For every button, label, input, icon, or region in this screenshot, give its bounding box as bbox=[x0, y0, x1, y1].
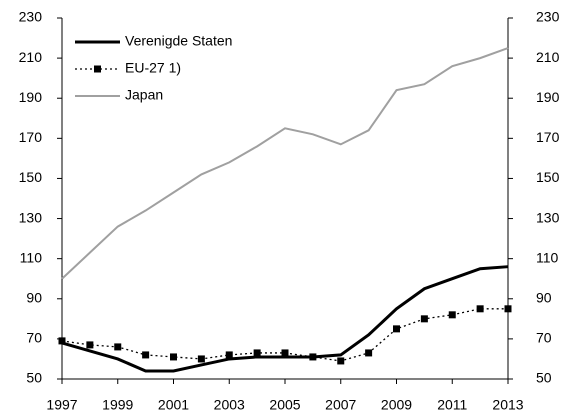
series-marker bbox=[114, 343, 122, 351]
series-marker bbox=[365, 349, 373, 357]
series-marker bbox=[225, 351, 233, 359]
legend-marker bbox=[94, 65, 101, 73]
x-tick-label: 2007 bbox=[325, 397, 356, 413]
y-tick-label: 230 bbox=[19, 9, 43, 25]
legend-label: EU-27 1) bbox=[125, 60, 181, 76]
y2-tick-label: 110 bbox=[536, 249, 559, 265]
x-tick-label: 2009 bbox=[381, 397, 412, 413]
y-tick-label: 110 bbox=[20, 249, 43, 265]
series-marker bbox=[504, 305, 512, 313]
series-marker bbox=[448, 311, 456, 319]
series-marker bbox=[170, 353, 177, 361]
y-tick-label: 150 bbox=[19, 169, 43, 185]
y-tick-label: 90 bbox=[26, 289, 42, 305]
y2-tick-label: 50 bbox=[536, 370, 552, 386]
y-tick-label: 170 bbox=[19, 129, 43, 145]
y2-tick-label: 70 bbox=[536, 330, 552, 346]
y2-tick-label: 190 bbox=[536, 89, 560, 105]
series-marker bbox=[309, 353, 317, 361]
series-line bbox=[61, 47, 509, 280]
y-tick-label: 50 bbox=[26, 370, 42, 386]
series-marker bbox=[393, 325, 400, 333]
y-tick-label: 210 bbox=[19, 49, 43, 65]
series-marker bbox=[86, 341, 94, 349]
x-tick-label: 2013 bbox=[492, 397, 523, 413]
series-marker bbox=[197, 355, 205, 363]
x-tick-label: 1999 bbox=[102, 397, 133, 413]
series-marker bbox=[281, 349, 289, 357]
series-marker bbox=[58, 337, 66, 345]
y2-tick-label: 170 bbox=[536, 129, 560, 145]
x-tick-label: 2005 bbox=[269, 397, 300, 413]
series-line bbox=[61, 308, 508, 362]
legend-label: Japan bbox=[125, 87, 163, 103]
series-marker bbox=[142, 351, 150, 359]
series-marker bbox=[476, 305, 484, 313]
x-tick-label: 1997 bbox=[46, 397, 77, 413]
y-tick-label: 190 bbox=[19, 89, 43, 105]
y2-tick-label: 130 bbox=[536, 209, 560, 225]
y-tick-label: 130 bbox=[19, 209, 43, 225]
x-tick-label: 2003 bbox=[214, 397, 245, 413]
series-marker bbox=[253, 349, 261, 357]
series-marker bbox=[337, 357, 345, 365]
x-tick-label: 2001 bbox=[158, 397, 189, 413]
legend-label: Verenigde Staten bbox=[125, 33, 232, 49]
series-marker bbox=[420, 315, 428, 323]
y2-tick-label: 210 bbox=[536, 49, 560, 65]
x-tick-label: 2011 bbox=[437, 397, 467, 413]
y2-tick-label: 230 bbox=[536, 9, 560, 25]
y2-tick-label: 150 bbox=[536, 169, 560, 185]
y2-tick-label: 90 bbox=[536, 289, 552, 305]
y-tick-label: 70 bbox=[26, 330, 42, 346]
series-line bbox=[61, 265, 509, 373]
